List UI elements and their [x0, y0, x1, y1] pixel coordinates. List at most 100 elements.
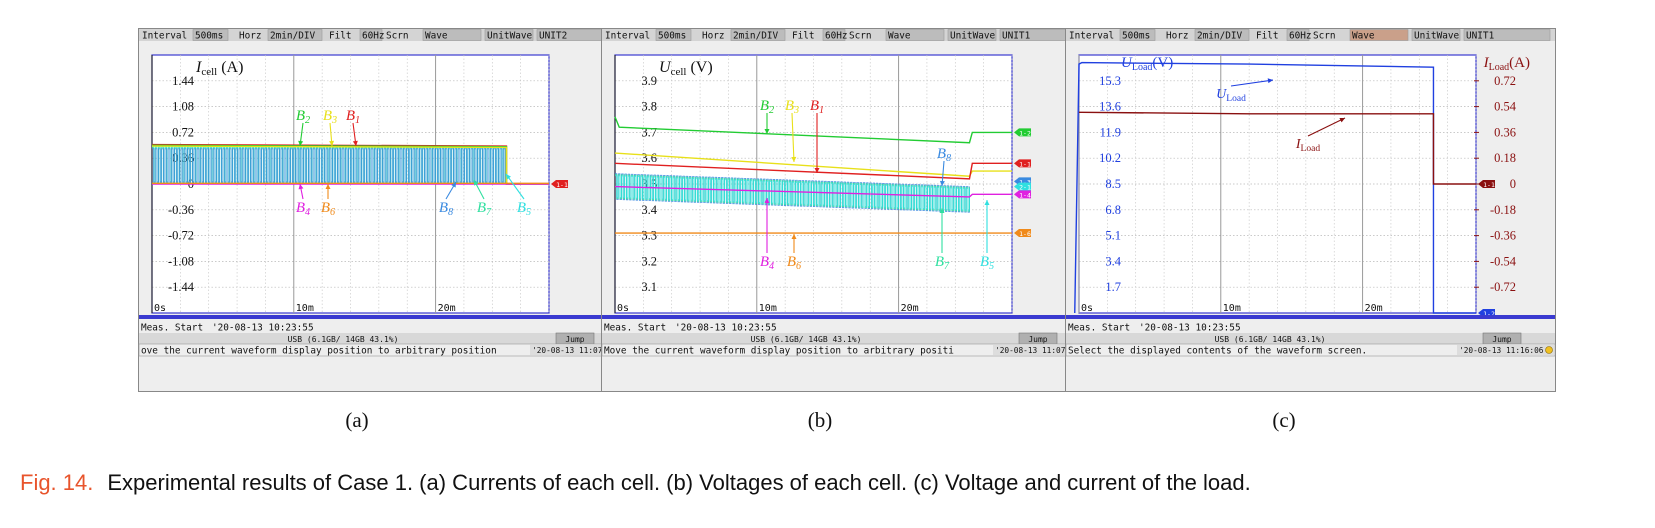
ytick-b-3: 3.6 [641, 151, 657, 165]
annotation-arrow-a-B5 [505, 173, 525, 200]
ytick-right-c-5: -0.18 [1490, 203, 1516, 217]
toolbar-text-b-6: Scrn [849, 31, 872, 42]
figure-caption: Fig. 14. Experimental results of Case 1. … [20, 470, 1251, 496]
annotation-arrowhead-b-B8 [939, 180, 945, 186]
ytick-b-7: 3.2 [641, 254, 657, 268]
toolbar-cell-b-6 [847, 29, 883, 41]
ylabel-a: Icell (A) [195, 59, 243, 78]
ytick-c-7: 3.4 [1105, 254, 1121, 268]
annotation-c-ILoad: ILoad [1295, 137, 1320, 154]
meas-row-b [602, 321, 1091, 333]
annotation-arrowhead-b-B5 [984, 200, 990, 205]
toolbar-cell-c-7 [1349, 29, 1409, 41]
toolbar-text-c-0: Interval [1069, 31, 1114, 42]
annotation-a-B8: B8 [439, 200, 453, 218]
ytick-b-5: 3.4 [641, 203, 657, 217]
xtick-c-1: 10m [1223, 303, 1241, 314]
meas-time-a: '20-08-13 10:23:55 [212, 323, 314, 334]
xtick-b-0: 0s [617, 303, 629, 314]
series-b-B1 [614, 162, 1012, 180]
series-b-B2 [614, 116, 1012, 144]
toolbar-cell-a-1 [192, 29, 229, 41]
toolbar-cell-c-6 [1311, 29, 1347, 41]
annotation-arrow-c-ILoad [1307, 117, 1346, 137]
switching-trace-a-B8 [152, 148, 507, 183]
subfigure-label-b: (b) [807, 408, 833, 432]
annotation-arrowhead-b-B2 [764, 129, 770, 134]
xtick-a-2: 20m [438, 303, 456, 314]
meas-row-a [139, 321, 628, 333]
annotation-b-B6: B6 [787, 254, 802, 272]
toolbar-text-a-7: Wave [425, 31, 448, 42]
status-message-b: Move the current waveform display positi… [604, 346, 954, 357]
channel-marker-label-b-2: 1-3 [1019, 178, 1031, 186]
usb-row-b [602, 333, 1091, 344]
channel-marker-label-c-0: 1-1 [1483, 181, 1495, 189]
toolbar-text-a-1: 500ms [195, 31, 223, 42]
toolbar-text-b-1: 500ms [658, 31, 686, 42]
toolbar-b: Interval 500ms Horz 2min/DIV Filt 60Hz Scrn Wav… [602, 29, 1091, 42]
xtick-b-2: 20m [901, 303, 919, 314]
toolbar-cell-b-7 [885, 29, 945, 41]
annotation-a-B3: B3 [323, 108, 337, 126]
toolbar-text-b-2: Horz [702, 31, 725, 42]
scroll-bar-a [139, 315, 628, 319]
annotation-arrowhead-a-B8 [451, 182, 456, 188]
meas-time-b: '20-08-13 10:23:55 [675, 323, 777, 334]
scope-svg-b: Interval 500ms Horz 2min/DIV Filt 60Hz Scrn Wav… [601, 28, 1092, 392]
ytick-a-0: 1.44 [172, 74, 195, 88]
toolbar-text-b-0: Interval [605, 31, 650, 42]
toolbar-text-b-9: UNIT1 [1002, 31, 1031, 42]
ytick-a-7: -1.08 [168, 254, 194, 268]
ytick-b-6: 3.3 [641, 229, 657, 243]
toolbar-text-c-3: 2min/DIV [1197, 31, 1243, 42]
toolbar-cell-c-4 [1254, 29, 1284, 41]
toolbar-cell-c-9 [1463, 29, 1551, 41]
toolbar-cell-a-5 [359, 29, 383, 41]
channel-marker-label-b-0: 1-2 [1019, 129, 1031, 137]
annotation-arrowhead-b-B4 [764, 198, 770, 203]
toolbar-text-b-5: 60Hz [825, 31, 848, 42]
annotation-b-B1: B1 [810, 98, 824, 116]
toolbar-cell-c-3 [1194, 29, 1250, 41]
ytick-c-2: 11.9 [1100, 125, 1121, 139]
channel-marker-label-c-1: 1-2 [1483, 310, 1495, 318]
ytick-c-0: 15.3 [1099, 74, 1121, 88]
toolbar-cell-c-1 [1119, 29, 1156, 41]
series-b-B4 [614, 185, 1012, 198]
xtick-b-1: 10m [759, 303, 777, 314]
toolbar-cell-b-0 [603, 29, 653, 41]
annotation-a-B7: B7 [477, 200, 492, 218]
toolbar-a: Interval 500ms Horz 2min/DIV Filt 60Hz Scrn Wav… [139, 29, 628, 42]
toolbar-text-c-2: Horz [1166, 31, 1189, 42]
scope-panel-c: Interval 500ms Horz 2min/DIV Filt 60Hz Scrn Wav… [1065, 28, 1556, 392]
scope-svg-c: Interval 500ms Horz 2min/DIV Filt 60Hz Scrn Wav… [1065, 28, 1556, 392]
ytick-b-1: 3.8 [641, 100, 657, 114]
toolbar-cell-a-6 [384, 29, 420, 41]
status-time-bg-c [1457, 345, 1554, 355]
ytick-a-6: -0.72 [168, 229, 194, 243]
ytick-right-c-2: 0.36 [1494, 125, 1516, 139]
toolbar-text-c-6: Scrn [1313, 31, 1336, 42]
annotation-arrowhead-a-B7 [474, 180, 479, 186]
toolbar-cell-b-4 [790, 29, 820, 41]
ytick-a-1: 1.08 [172, 100, 194, 114]
toolbar-cell-b-2 [700, 29, 728, 41]
toolbar-text-c-9: UNIT1 [1466, 31, 1495, 42]
ytick-right-c-3: 0.18 [1494, 151, 1516, 165]
annotation-arrow-c-ULoad [1230, 79, 1274, 87]
status-time-b: '20-08-13 11:07:42 [995, 346, 1080, 355]
toolbar-text-b-4: Filt [792, 31, 815, 42]
meas-row-c [1066, 321, 1555, 333]
annotation-arrowhead-a-B1 [352, 140, 358, 146]
channel-marker-label-b-4: 1-4 [1019, 191, 1031, 199]
meas-time-c: '20-08-13 10:23:55 [1139, 323, 1241, 334]
ytick-b-0: 3.9 [641, 74, 657, 88]
ytick-right-c-7: -0.54 [1490, 254, 1517, 268]
ytick-b-8: 3.1 [641, 280, 657, 294]
toolbar-cell-a-3 [267, 29, 323, 41]
toolbar-text-a-0: Interval [142, 31, 187, 42]
ytick-a-2: 0.72 [172, 125, 194, 139]
ytick-a-8: -1.44 [168, 280, 195, 294]
annotation-b-B4: B4 [760, 254, 774, 272]
